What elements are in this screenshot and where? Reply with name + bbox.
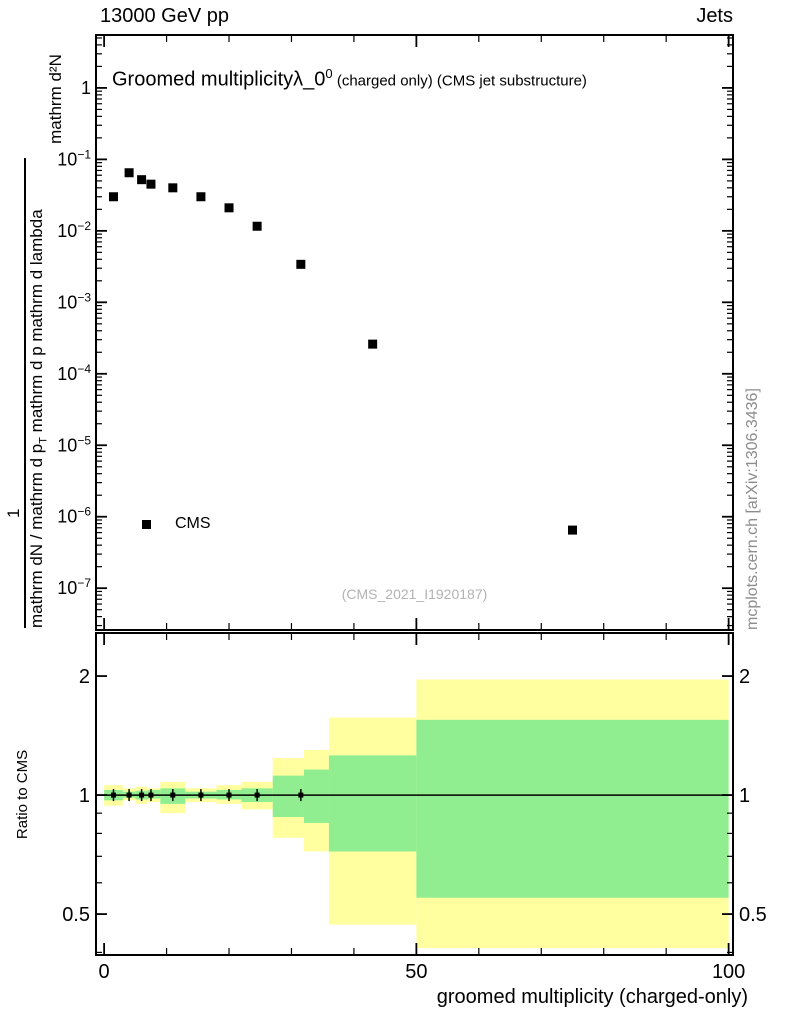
inner-uncertainty-band — [328, 755, 417, 852]
y-tick-label: 10−4 — [57, 362, 91, 384]
y-tick-label: 10−2 — [57, 219, 91, 241]
analysis-id-watermark: (CMS_2021_I1920187) — [341, 586, 488, 602]
data-point — [137, 175, 147, 185]
ratio-data-point — [198, 792, 204, 798]
data-point — [568, 525, 578, 535]
ratio-y-tick-label-left: 2 — [79, 666, 90, 688]
y-axis-label-denominator: mathrm dN / mathrm d pT mathrm d p mathr… — [23, 158, 50, 628]
beam-energy-label: 13000 GeV pp — [100, 5, 229, 27]
data-point — [146, 179, 156, 189]
inner-uncertainty-band — [416, 719, 729, 898]
analysis-group-label: Jets — [696, 5, 733, 27]
y-tick-label: 10−7 — [57, 576, 91, 598]
ratio-frame — [95, 632, 734, 956]
y-tick-label: 10−5 — [57, 433, 91, 455]
ratio-data-point — [139, 792, 145, 798]
ratio-data-point — [126, 792, 132, 798]
plot-title: Groomed multiplicityλ_00 (charged only) … — [112, 66, 587, 92]
inner-uncertainty-band — [147, 789, 161, 799]
plot-title-main: Groomed multiplicity — [112, 68, 294, 91]
y-tick-label: 1 — [81, 78, 91, 98]
mcplots-arxiv-caption: mcplots.cern.ch [arXiv:1306.3436] — [744, 388, 761, 630]
data-point — [124, 168, 134, 178]
plot-title-suffix: (charged only) (CMS jet substructure) — [332, 72, 587, 90]
legend-marker-square-icon — [142, 519, 151, 529]
ratio-y-tick-label-left: 1 — [79, 785, 90, 807]
y-axis-label-den-text-a: mathrm dN / mathrm d p — [26, 443, 46, 628]
main-frame — [95, 34, 734, 631]
data-point — [224, 203, 234, 213]
data-point — [368, 339, 378, 349]
y-tick-label: 10−6 — [57, 505, 91, 527]
ratio-y-tick-label-right: 2 — [739, 666, 750, 688]
y-axis-label-numerator-one: 1 — [4, 508, 23, 518]
main-y-axis-label: 1 mathrm dN / mathrm d pT mathrm d p mat… — [4, 158, 50, 628]
plot-title-observable-sup: 0 — [325, 66, 333, 81]
ratio-y-tick-label-right: 0.5 — [739, 904, 767, 926]
plot-title-observable: λ_0 — [293, 68, 326, 91]
ratio-data-point — [226, 792, 232, 798]
data-point — [296, 259, 306, 269]
ratio-data-point — [170, 792, 176, 798]
y-tick-label: 10−3 — [57, 290, 91, 312]
y-tick-label: 10−1 — [57, 147, 91, 169]
ratio-data-point — [110, 792, 116, 798]
ratio-y-tick-label-right: 1 — [739, 785, 750, 807]
inner-uncertainty-band — [303, 769, 329, 823]
data-point — [196, 192, 206, 202]
y-axis-label-den-text-b: mathrm d p mathrm d lambda — [26, 209, 46, 438]
legend: CMS — [142, 515, 211, 533]
ratio-data-point — [148, 792, 154, 798]
x-axis-title: groomed multiplicity (charged-only) — [436, 986, 748, 1008]
data-point — [252, 221, 262, 231]
x-tick-label: 0 — [99, 961, 110, 983]
x-tick-label: 50 — [405, 961, 427, 983]
data-point — [168, 183, 178, 193]
data-point — [108, 192, 118, 202]
ratio-y-axis-label: Ratio to CMS — [14, 749, 31, 840]
ratio-data-point — [298, 792, 304, 798]
x-tick-label: 100 — [712, 961, 745, 983]
ratio-y-tick-label-left: 0.5 — [62, 904, 90, 926]
y-axis-label-den-sub: T — [36, 437, 49, 444]
legend-label: CMS — [175, 515, 211, 532]
ratio-data-point — [254, 792, 260, 798]
main-y-axis-label-numerator: mathrm d²N — [46, 54, 65, 144]
